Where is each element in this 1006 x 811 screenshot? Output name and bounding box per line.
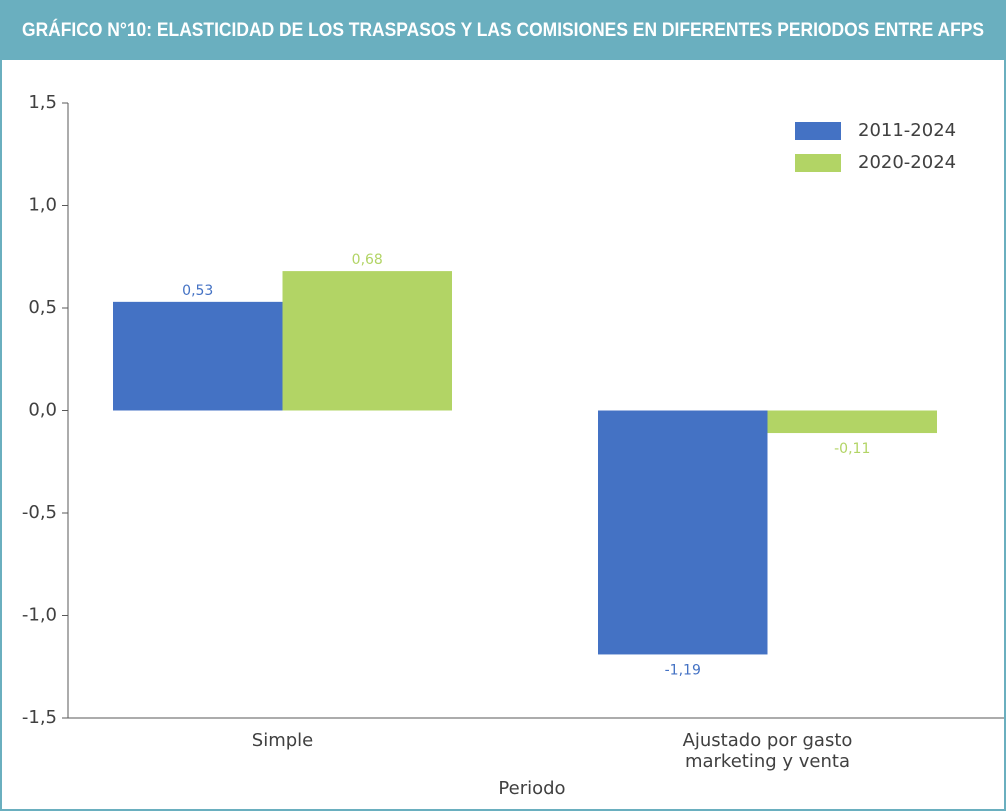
value-label: 0,53 <box>182 283 213 299</box>
bar <box>282 271 452 411</box>
x-tick-label: Ajustado por gasto marketing y venta <box>682 730 853 772</box>
y-tick-label: 1,0 <box>28 195 57 216</box>
value-label: 0,68 <box>352 252 383 268</box>
legend-label: 2011-2024 <box>858 120 956 141</box>
y-tick-label: 0,5 <box>28 297 57 318</box>
bar <box>767 410 937 434</box>
y-tick-label: -1,5 <box>22 707 57 728</box>
y-tick-label: 0,0 <box>28 400 57 421</box>
x-axis-label: Periodo <box>498 778 565 799</box>
chart-title: GRÁFICO N°10: ELASTICIDAD DE LOS TRASPAS… <box>22 19 984 41</box>
value-label: -1,19 <box>665 662 701 678</box>
bar <box>113 301 283 411</box>
legend-label: 2020-2024 <box>858 152 956 173</box>
bar <box>598 410 768 655</box>
y-tick-label: -1,0 <box>22 605 57 626</box>
legend-swatch <box>795 122 841 140</box>
value-label: -0,11 <box>834 441 870 457</box>
y-tick-label: -0,5 <box>22 502 57 523</box>
x-tick-label: Simple <box>251 730 314 751</box>
header-bar <box>0 0 1006 60</box>
legend-swatch <box>795 154 841 172</box>
y-tick-label: 1,5 <box>28 92 57 113</box>
